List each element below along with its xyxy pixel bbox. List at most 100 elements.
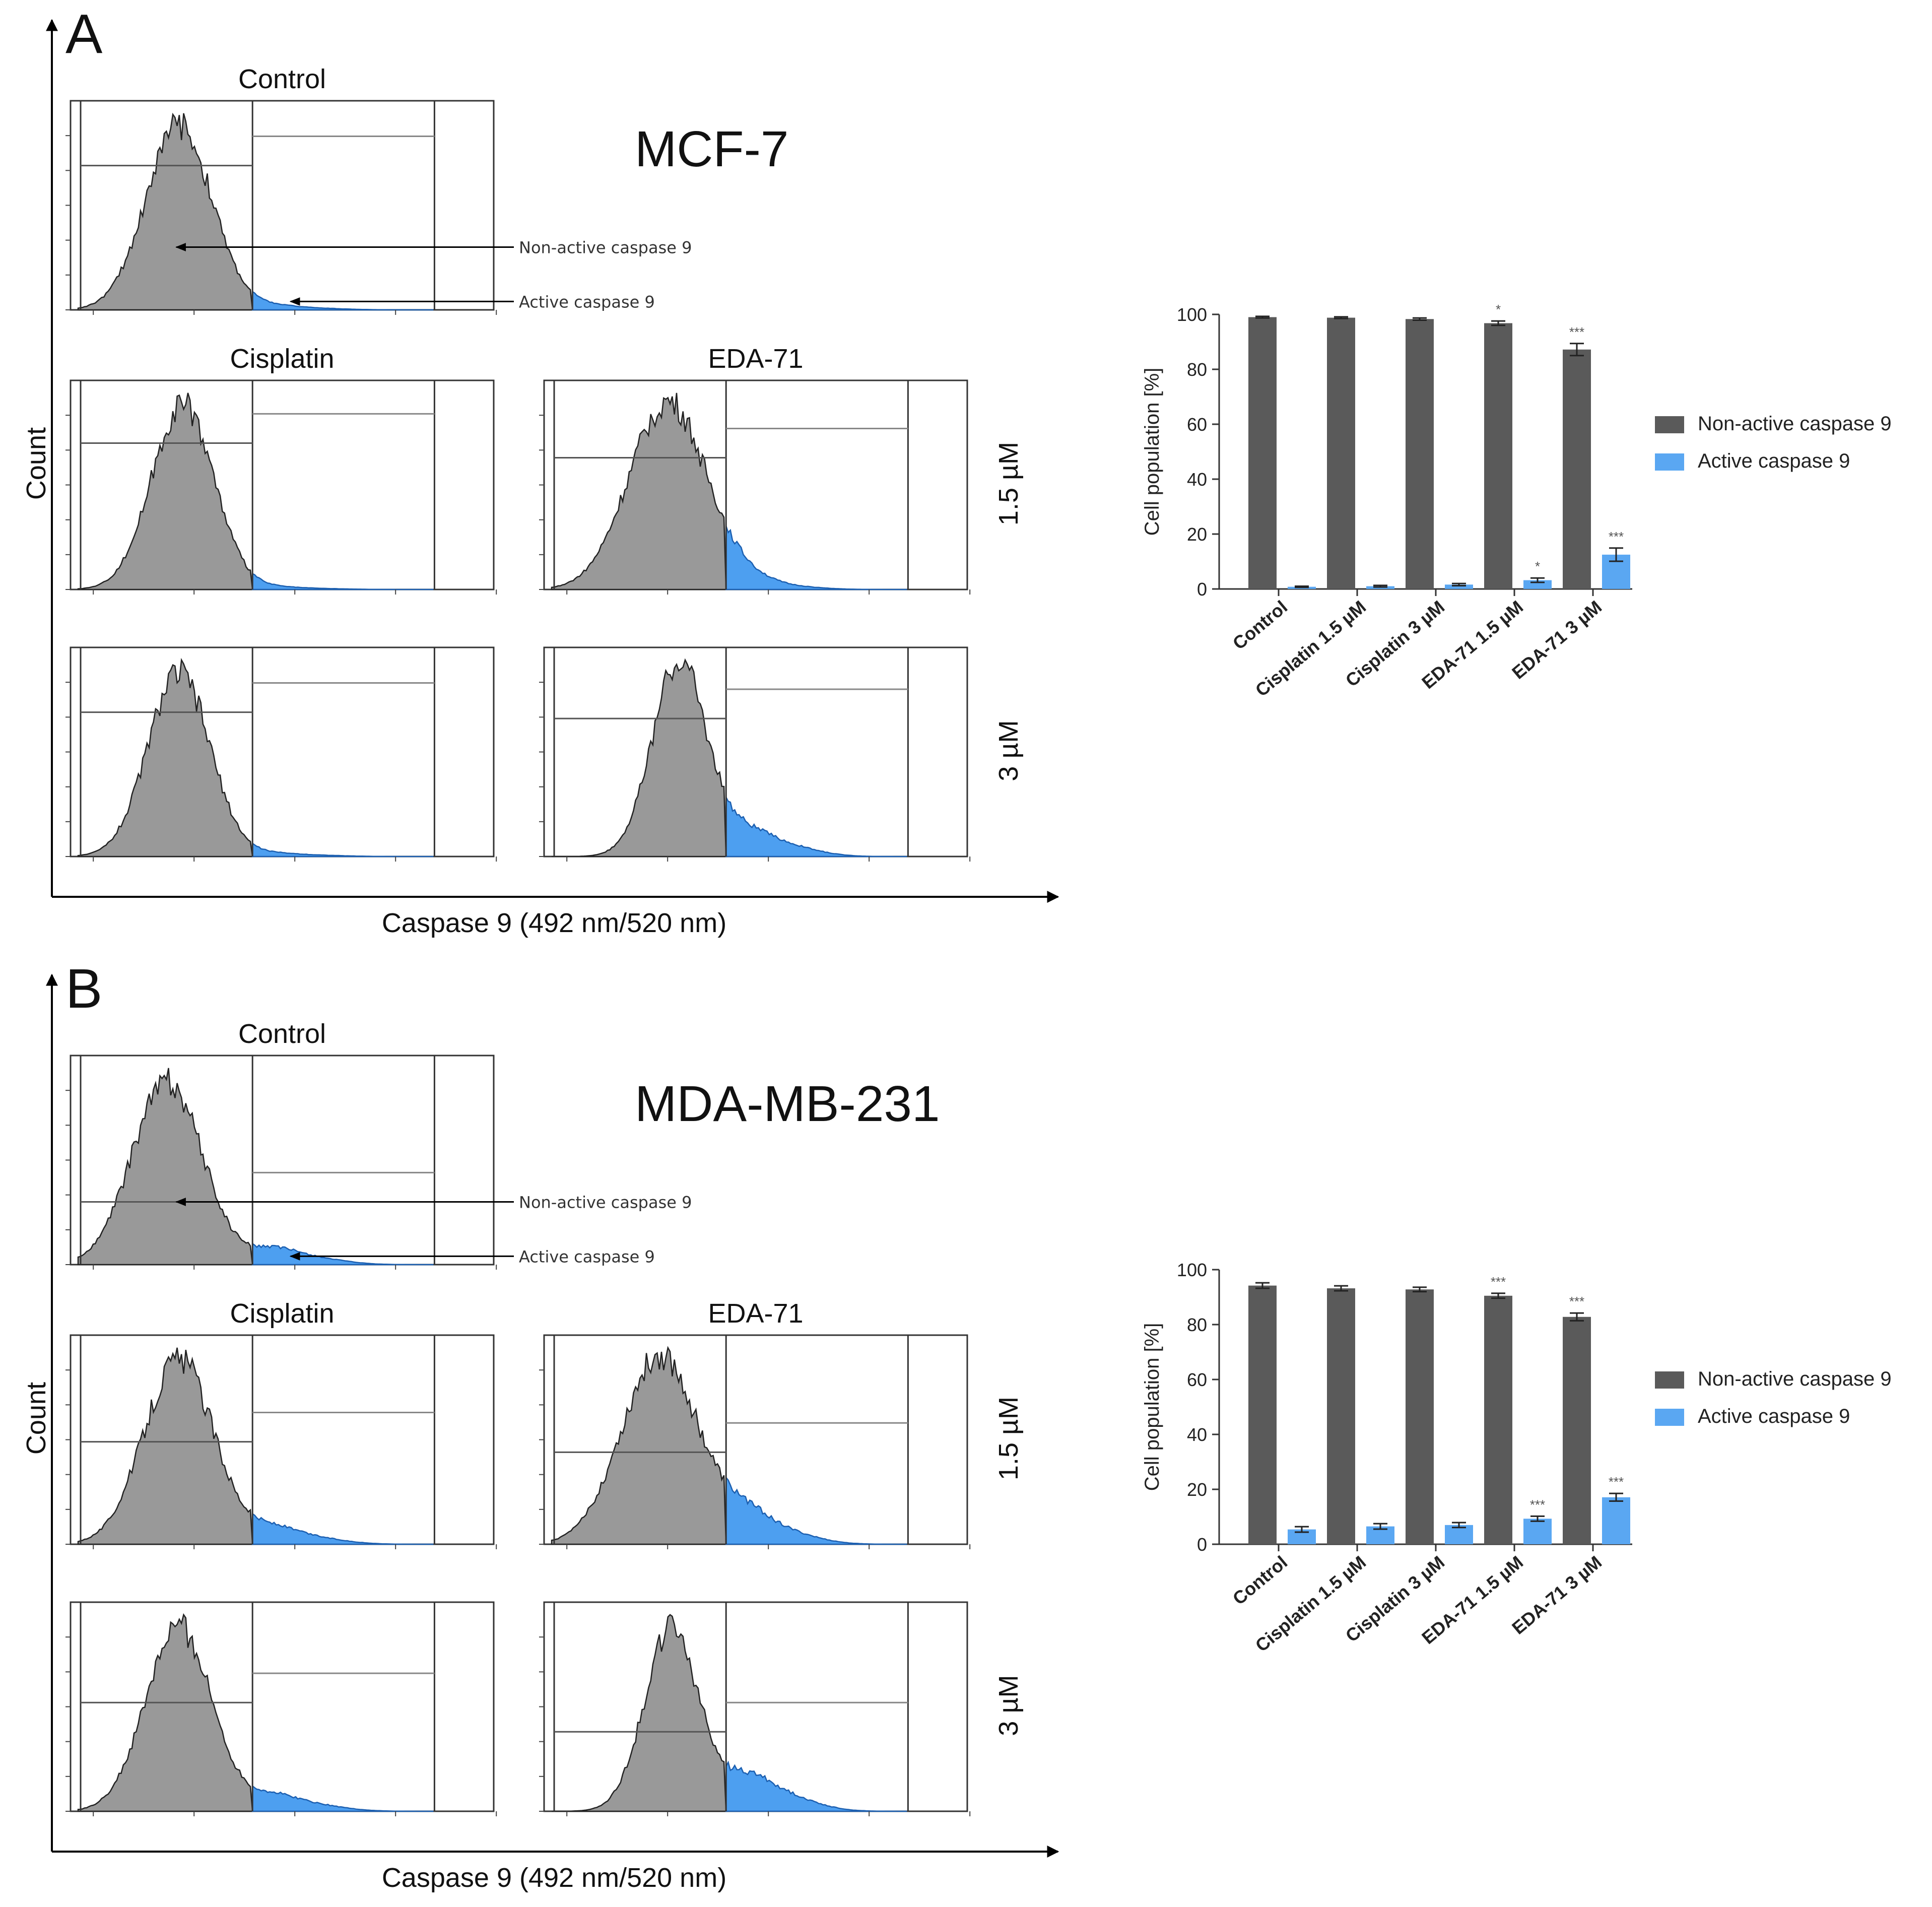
- bar-chart-mcf7-ytick-label: 0: [1197, 579, 1207, 600]
- bar-chart-mdamb231-category-label: Control: [1229, 1552, 1291, 1609]
- bar-chart-mcf7-ylabel: Cell population [%]: [1141, 368, 1163, 536]
- bar-chart-mcf7-bar-active: [1445, 584, 1473, 589]
- active-annotation: Active caspase 9: [519, 1247, 655, 1266]
- bar-chart-mcf7-ytick-label: 20: [1187, 524, 1207, 545]
- bar-chart-mcf7-significance: ***: [1609, 529, 1624, 544]
- panel-b-hist-eda71-3: [539, 1601, 971, 1816]
- nonactive-annotation: Non-active caspase 9: [519, 238, 692, 257]
- bar-chart-mdamb231-bar-nonactive: [1406, 1289, 1434, 1544]
- panel-a-hist-control-nonactive-peak: [77, 112, 253, 311]
- panel-b-title-eda71: EDA-71: [708, 1298, 803, 1329]
- panel-b-cell-line-title: MDA-MB-231: [635, 1076, 940, 1132]
- panel-b-hist-eda71-1-5: [539, 1334, 971, 1549]
- bar-chart-mdamb231-significance: ***: [1530, 1497, 1545, 1512]
- bar-chart-mdamb231-ylabel: Cell population [%]: [1141, 1323, 1163, 1491]
- bar-chart-mdamb231-legend-label: Active caspase 9: [1698, 1405, 1850, 1427]
- panel-a-hist-eda71-3: [539, 646, 971, 862]
- bar-chart-mcf7-legend-swatch: [1655, 453, 1684, 471]
- bar-chart-mdamb231-bar-active: [1523, 1519, 1552, 1544]
- bar-chart-mdamb231-bar-nonactive: [1327, 1288, 1355, 1544]
- bar-chart-mcf7-legend-swatch: [1655, 416, 1684, 433]
- panel-b-x-axis-label: Caspase 9 (492 nm/520 nm): [382, 1863, 726, 1893]
- bar-chart-mcf7-significance: *: [1496, 302, 1501, 317]
- panel-a-hist-cisplatin-3: [65, 646, 497, 862]
- bar-chart-mcf7-legend-label: Non-active caspase 9: [1698, 413, 1892, 435]
- panel-b-conc-3: 3 µM: [993, 1675, 1024, 1736]
- bar-chart-mcf7-significance: ***: [1569, 324, 1584, 340]
- bar-chart-mdamb231-legend-swatch: [1655, 1409, 1684, 1426]
- panel-a-hist-control: Non-active caspase 9 Active caspase 9: [65, 100, 692, 315]
- panel-b-hist-eda71-3-nonactive-peak: [552, 1614, 727, 1812]
- panel-a-label: A: [65, 3, 103, 65]
- panel-b-hist-eda71-1-5-active-peak: [725, 1476, 907, 1545]
- panel-b-hist-cisplatin-1-5: [65, 1334, 497, 1549]
- bar-chart-mdamb231-ytick-label: 80: [1187, 1314, 1207, 1335]
- panel-b-hist-control-nonactive-peak: [77, 1068, 253, 1266]
- panel-a-conc-3: 3 µM: [993, 720, 1024, 781]
- bar-chart-mdamb231-ytick-label: 0: [1197, 1534, 1207, 1555]
- bar-chart-mcf7-bar-nonactive: [1248, 317, 1277, 589]
- panel-b-hist-cisplatin-3: [65, 1601, 497, 1816]
- bar-chart-mdamb231-bar-active: [1602, 1497, 1630, 1544]
- bar-chart-mdamb231-ytick-label: 20: [1187, 1479, 1207, 1500]
- panel-b-count-label: Count: [21, 1382, 51, 1455]
- bar-chart-mdamb231-ytick-label: 100: [1177, 1260, 1207, 1280]
- panel-a-conc-1-5: 1.5 µM: [993, 442, 1024, 525]
- panel-b-hist-eda71-3-active-peak: [725, 1760, 907, 1812]
- bar-chart-mcf7-bar-nonactive: [1484, 323, 1512, 589]
- bar-chart-mdamb231-legend-label: Non-active caspase 9: [1698, 1368, 1892, 1390]
- panel-a-hist-eda71-3-frame: [543, 646, 968, 858]
- bar-chart-mcf7-ytick-label: 80: [1187, 359, 1207, 380]
- bar-chart-mdamb231-significance: ***: [1491, 1274, 1506, 1289]
- panel-a-hist-eda71-3-active-peak: [725, 797, 907, 858]
- panel-b-hist-cisplatin-1-5-active-peak: [251, 1513, 434, 1545]
- active-annotation: Active caspase 9: [519, 292, 655, 311]
- panel-b-label: B: [65, 958, 102, 1020]
- bar-chart-mdamb231-significance: ***: [1609, 1474, 1624, 1489]
- bar-chart-mdamb231-ytick-label: 60: [1187, 1369, 1207, 1390]
- panel-a-title-eda71: EDA-71: [708, 344, 803, 374]
- panel-b-title-control: Control: [238, 1019, 326, 1049]
- panel-a-x-axis-label: Caspase 9 (492 nm/520 nm): [382, 908, 726, 938]
- panel-b-hist-control: Non-active caspase 9 Active caspase 9: [65, 1055, 692, 1270]
- bar-chart-mcf7-significance: *: [1535, 559, 1540, 574]
- bar-chart-mdamb231-bar-nonactive: [1563, 1317, 1591, 1544]
- bar-chart-mcf7-ytick-label: 40: [1187, 469, 1207, 490]
- panel-b-hist-cisplatin-1-5-nonactive-peak: [77, 1347, 253, 1545]
- panel-b-title-cisplatin: Cisplatin: [230, 1298, 334, 1329]
- panel-a-title-control: Control: [238, 64, 326, 94]
- bar-chart-mdamb231-legend-swatch: [1655, 1371, 1684, 1389]
- panel-a-hist-cisplatin-1-5-nonactive-peak: [77, 392, 253, 590]
- bar-chart-mdamb231-bar-nonactive: [1248, 1285, 1277, 1544]
- panel-a-title-cisplatin: Cisplatin: [230, 344, 334, 374]
- bar-chart-mcf7-legend-label: Active caspase 9: [1698, 450, 1850, 472]
- bar-chart-mcf7-ytick-label: 60: [1187, 414, 1207, 435]
- panel-a-hist-cisplatin-3-active-peak: [251, 842, 434, 858]
- bar-chart-mcf7-bar-nonactive: [1406, 319, 1434, 589]
- panel-b-hist-control-active-peak: [251, 1242, 434, 1266]
- panel-b-hist-cisplatin-3-active-peak: [251, 1785, 434, 1812]
- panel-a-count-label: Count: [21, 427, 51, 500]
- panel-b-hist-cisplatin-3-nonactive-peak: [77, 1613, 253, 1812]
- panel-a-hist-eda71-3-nonactive-peak: [552, 658, 727, 858]
- bar-chart-mcf7-ytick-label: 100: [1177, 304, 1207, 325]
- panel-a-hist-cisplatin-3-nonactive-peak: [77, 657, 253, 858]
- bar-chart-mcf7-bar-nonactive: [1563, 349, 1591, 589]
- panel-a-hist-control-active-peak: [251, 290, 434, 311]
- panel-b-conc-1-5: 1.5 µM: [993, 1397, 1024, 1480]
- bar-chart-mdamb231-significance: ***: [1569, 1294, 1584, 1309]
- bar-chart-mcf7-category-label: Control: [1229, 597, 1291, 654]
- panel-a-cell-line-title: MCF-7: [635, 121, 789, 177]
- nonactive-annotation: Non-active caspase 9: [519, 1193, 692, 1212]
- bar-chart-mdamb231-ytick-label: 40: [1187, 1424, 1207, 1445]
- bar-chart-mdamb231-bar-nonactive: [1484, 1295, 1512, 1544]
- panel-b-hist-eda71-1-5-nonactive-peak: [551, 1346, 727, 1545]
- bar-chart-mcf7-bar-nonactive: [1327, 317, 1355, 589]
- panel-a-hist-eda71-1-5-nonactive-peak: [551, 392, 727, 590]
- panel-a-hist-eda71-1-5: [539, 379, 971, 595]
- panel-a-hist-cisplatin-1-5-active-peak: [251, 572, 434, 590]
- panel-a-hist-cisplatin-1-5: [65, 379, 497, 595]
